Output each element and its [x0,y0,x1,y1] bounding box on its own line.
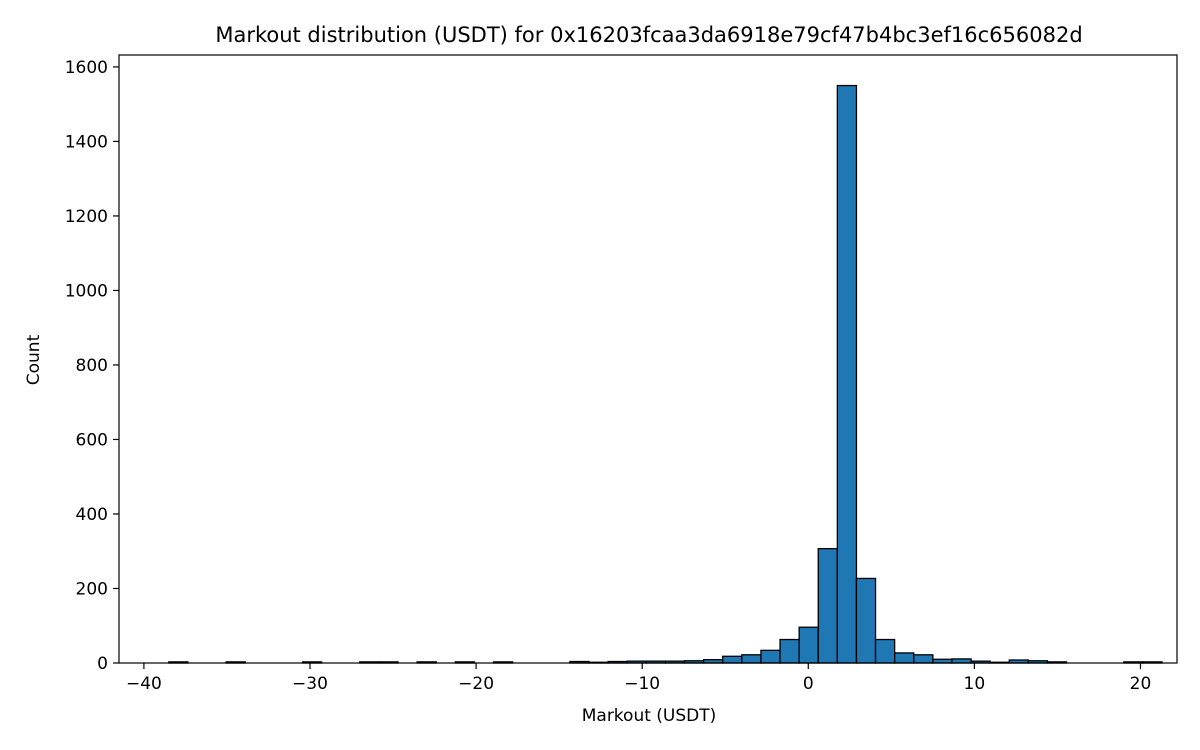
x-tick-label: 0 [803,674,814,694]
histogram-bar [760,649,781,664]
y-tick-label: 400 [76,505,108,525]
y-tick-label: 600 [76,430,108,450]
histogram-bar [798,626,819,664]
histogram-bar [855,577,877,664]
plot-frame [118,54,1178,664]
y-tick-label: 1600 [65,58,108,78]
x-tick-label: −30 [292,674,328,694]
histogram-bar [722,655,743,664]
histogram-bar [779,638,800,664]
y-tick-label: 1400 [65,132,108,152]
x-tick-label: −20 [458,674,494,694]
y-axis-ticks: 0 200 400 600 800 1000 1200 1400 1600 [65,58,119,674]
x-axis-ticks: −40 −30 −20 −10 0 10 20 [126,663,1151,694]
x-tick-label: −10 [624,674,660,694]
y-tick-label: 1000 [65,281,108,301]
histogram-bar [913,654,934,664]
histogram-bar [951,658,972,664]
x-tick-label: 10 [964,674,986,694]
histogram-bar [874,638,896,664]
bars-group [168,84,1163,664]
y-tick-label: 0 [97,654,108,674]
x-tick-label: 20 [1130,674,1152,694]
y-tick-label: 200 [76,579,108,599]
x-axis-label: Markout (USDT) [582,706,717,726]
histogram-bar [893,652,915,664]
histogram-bar [817,547,838,664]
histogram-bar [741,654,762,664]
chart-title: Markout distribution (USDT) for 0x16203f… [215,23,1082,47]
y-axis-label: Count [24,334,44,385]
x-tick-label: −40 [126,674,162,694]
y-tick-label: 800 [76,356,108,376]
histogram-bar [836,84,858,664]
y-tick-label: 1200 [65,207,108,227]
